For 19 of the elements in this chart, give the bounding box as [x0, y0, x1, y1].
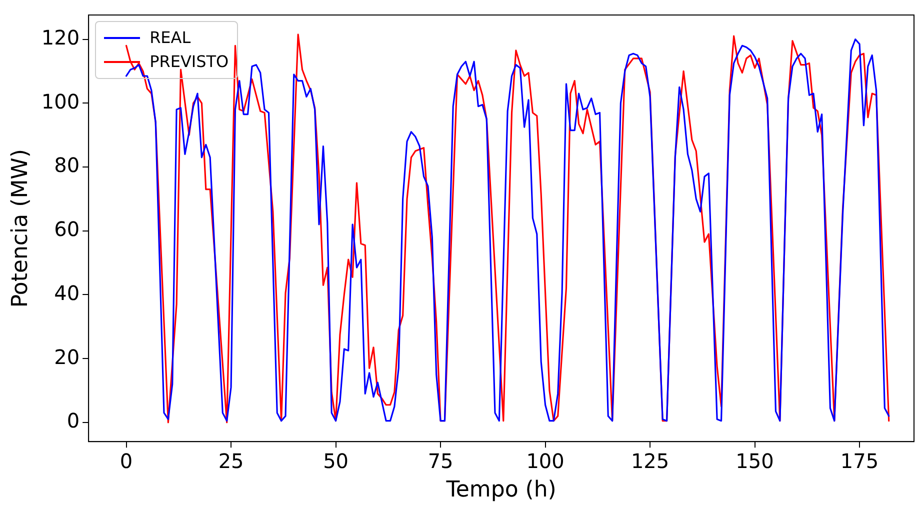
y-tick-label: 80 — [54, 153, 80, 178]
x-tick-label: 0 — [120, 448, 133, 473]
y-tick-label: 60 — [54, 217, 80, 242]
x-axis-title: Tempo (h) — [445, 478, 556, 503]
legend-label: PREVISTO — [150, 51, 229, 73]
x-tick-label: 25 — [218, 448, 244, 473]
x-tick-label: 75 — [428, 448, 454, 473]
x-tick-label: 50 — [323, 448, 349, 473]
legend-label: REAL — [150, 27, 191, 49]
y-tick-label: 100 — [41, 89, 80, 114]
y-tick-label: 120 — [41, 25, 80, 50]
x-tick-label: 100 — [526, 448, 564, 473]
y-tick-label: 40 — [54, 280, 80, 305]
y-tick-label: 20 — [54, 344, 80, 369]
x-tick-label: 125 — [630, 448, 670, 473]
x-tick-label: 175 — [840, 448, 879, 473]
y-tick-label: 0 — [66, 408, 80, 433]
x-tick-label: 150 — [736, 448, 774, 473]
y-axis-title: Potencia (MW) — [8, 148, 33, 308]
